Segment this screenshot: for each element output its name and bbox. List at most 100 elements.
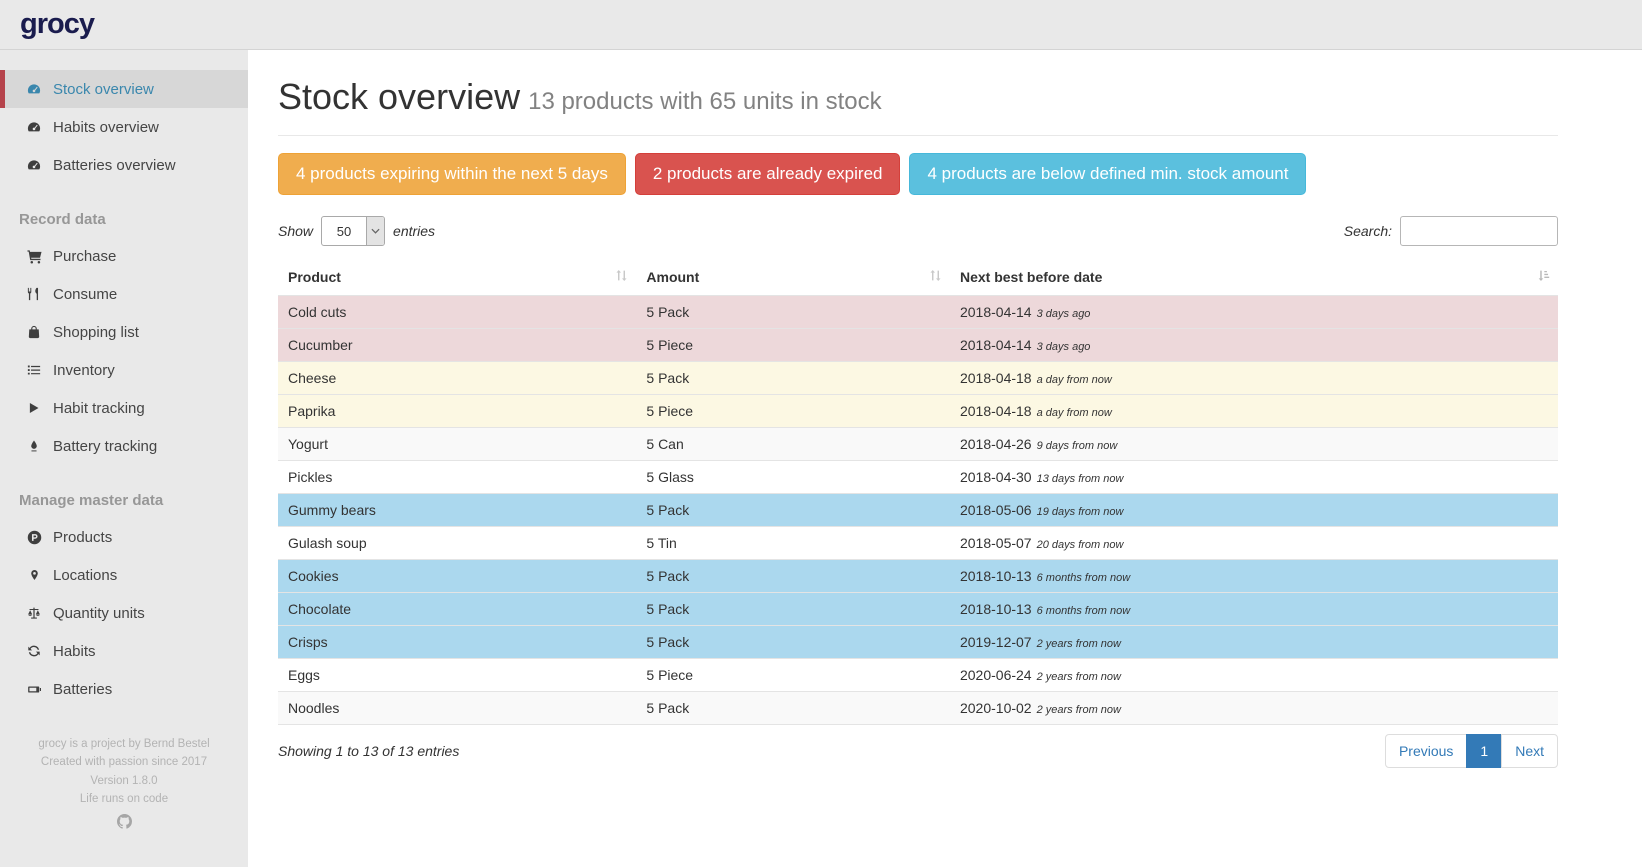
page-length-select[interactable]: 50 xyxy=(321,216,386,246)
page-1-button[interactable]: 1 xyxy=(1466,734,1503,768)
product-cell: Cookies xyxy=(278,559,637,593)
sidebar-item-shopping-list[interactable]: Shopping list xyxy=(0,313,248,351)
best-before-note: 2 years from now xyxy=(1036,704,1121,716)
sidebar-item-habits[interactable]: Habits xyxy=(0,632,248,670)
main-content: Stock overview 13 products with 65 units … xyxy=(248,50,1642,867)
sidebar-item-inventory[interactable]: Inventory xyxy=(0,351,248,389)
sidebar-item-stock-overview[interactable]: Stock overview xyxy=(0,70,248,108)
product-cell: Pickles xyxy=(278,460,637,494)
sidebar-item-label: Habit tracking xyxy=(53,399,145,417)
sidebar-item-purchase[interactable]: Purchase xyxy=(0,237,248,275)
best-before-note: 19 days from now xyxy=(1036,506,1124,518)
best-before-cell: 2018-04-26 9 days from now xyxy=(949,427,1558,461)
expired-button[interactable]: 2 products are already expired xyxy=(634,153,901,195)
amount-cell: 5 Glass xyxy=(636,460,950,494)
product-cell: Paprika xyxy=(278,394,637,428)
search-input[interactable] xyxy=(1400,216,1558,246)
best-before-note: 9 days from now xyxy=(1036,440,1118,452)
sidebar-item-label: Stock overview xyxy=(53,80,154,98)
amount-cell: 5 Pack xyxy=(636,295,950,329)
expiring-soon-button[interactable]: 4 products expiring within the next 5 da… xyxy=(278,153,626,195)
sidebar-item-batteries[interactable]: Batteries xyxy=(0,670,248,708)
column-header-amount[interactable]: Amount xyxy=(636,259,950,296)
product-cell: Gulash soup xyxy=(278,526,637,560)
alerts: 4 products expiring within the next 5 da… xyxy=(278,153,1558,195)
sidebar-item-batteries-overview[interactable]: Batteries overview xyxy=(0,146,248,184)
sidebar: Stock overview Habits overview Batteries o… xyxy=(0,50,248,867)
sidebar-item-quantity-units[interactable]: Quantity units xyxy=(0,594,248,632)
sidebar-item-locations[interactable]: Locations xyxy=(0,556,248,594)
sidebar-item-habit-tracking[interactable]: Habit tracking xyxy=(0,389,248,427)
sidebar-item-label: Habits xyxy=(53,642,96,660)
best-before-cell: 2018-05-06 19 days from now xyxy=(949,493,1558,527)
column-header-next-best-before-date[interactable]: Next best before date xyxy=(949,259,1558,296)
page-title: Stock overview 13 products with 65 units … xyxy=(278,76,882,117)
amount-cell: 5 Can xyxy=(636,427,950,461)
tachometer-icon xyxy=(24,120,44,135)
sidebar-item-label: Purchase xyxy=(53,247,117,265)
sidebar-item-habits-overview[interactable]: Habits overview xyxy=(0,108,248,146)
table-row: Yogurt 5 Can 2018-04-26 9 days from now xyxy=(278,427,1558,461)
sidebar-item-label: Quantity units xyxy=(53,604,145,622)
footer-line: grocy is a project by Bernd Bestel xyxy=(38,738,210,751)
sidebar-section-header: Record data xyxy=(19,211,106,228)
app-logo: grocy xyxy=(20,8,95,40)
product-cell: Cucumber xyxy=(278,328,637,362)
best-before-cell: 2018-04-18 a day from now xyxy=(949,361,1558,395)
best-before-cell: 2018-04-30 13 days from now xyxy=(949,460,1558,494)
amount-cell: 5 Pack xyxy=(636,493,950,527)
table-row: Cheese 5 Pack 2018-04-18 a day from now xyxy=(278,361,1558,395)
github-icon[interactable] xyxy=(0,813,248,835)
table-row: Paprika 5 Piece 2018-04-18 a day from now xyxy=(278,394,1558,428)
table-row: Cookies 5 Pack 2018-10-13 6 months from now xyxy=(278,559,1558,593)
best-before-note: a day from now xyxy=(1036,407,1112,419)
sidebar-item-consume[interactable]: Consume xyxy=(0,275,248,313)
droplet-icon xyxy=(24,439,44,453)
sidebar-item-label: Locations xyxy=(53,566,118,584)
best-before-note: 13 days from now xyxy=(1036,473,1124,485)
column-header-product[interactable]: Product xyxy=(278,259,637,296)
product-cell: Cheese xyxy=(278,361,637,395)
best-before-note: a day from now xyxy=(1036,374,1112,386)
utensils-icon xyxy=(24,287,44,301)
footer-line: Created with passion since 2017 xyxy=(40,756,208,769)
table-controls: Show 50 entries Search: xyxy=(278,216,1558,246)
search-label: Search: xyxy=(1343,223,1392,239)
next-page-button[interactable]: Next xyxy=(1501,734,1558,768)
amount-cell: 5 Piece xyxy=(636,658,950,692)
sidebar-nav: Stock overview Habits overview Batteries o… xyxy=(0,70,248,708)
product-cell: Eggs xyxy=(278,658,637,692)
search-control: Search: xyxy=(1344,216,1558,246)
product-cell: Chocolate xyxy=(278,592,637,626)
table-row: Cucumber 5 Piece 2018-04-14 3 days ago xyxy=(278,328,1558,362)
sidebar-item-battery-tracking[interactable]: Battery tracking xyxy=(0,427,248,465)
sort-amount-asc-icon xyxy=(1537,269,1550,285)
top-bar: grocy xyxy=(0,0,1642,50)
shopping-bag-icon xyxy=(24,325,44,339)
best-before-cell: 2020-10-02 2 years from now xyxy=(949,691,1558,725)
show-label: Show xyxy=(278,223,314,239)
table-row: Noodles 5 Pack 2020-10-02 2 years from now xyxy=(278,691,1558,725)
table-row: Gulash soup 5 Tin 2018-05-07 20 days from n… xyxy=(278,526,1558,560)
sidebar-item-products[interactable]: Products xyxy=(0,518,248,556)
table-row: Eggs 5 Piece 2020-06-24 2 years from now xyxy=(278,658,1558,692)
amount-cell: 5 Piece xyxy=(636,328,950,362)
table-header-row: Product Amount Next best before date xyxy=(278,259,1558,296)
sidebar-item-label: Batteries overview xyxy=(53,156,176,174)
best-before-cell: 2018-04-18 a day from now xyxy=(949,394,1558,428)
sort-both-icon xyxy=(929,269,942,285)
amount-cell: 5 Tin xyxy=(636,526,950,560)
tachometer-icon xyxy=(24,82,44,97)
table-row: Pickles 5 Glass 2018-04-30 13 days from now xyxy=(278,460,1558,494)
table-row: Cold cuts 5 Pack 2018-04-14 3 days ago xyxy=(278,295,1558,329)
previous-page-button[interactable]: Previous xyxy=(1384,734,1468,768)
product-cell: Noodles xyxy=(278,691,637,725)
table-row: Chocolate 5 Pack 2018-10-13 6 months from n… xyxy=(278,592,1558,626)
entries-label: entries xyxy=(393,223,436,239)
amount-cell: 5 Pack xyxy=(636,592,950,626)
sync-icon xyxy=(24,644,44,658)
best-before-cell: 2018-10-13 6 months from now xyxy=(949,559,1558,593)
below-min-button[interactable]: 4 products are below defined min. stock … xyxy=(909,153,1307,195)
sidebar-section-header: Manage master data xyxy=(19,492,164,509)
amount-cell: 5 Pack xyxy=(636,625,950,659)
